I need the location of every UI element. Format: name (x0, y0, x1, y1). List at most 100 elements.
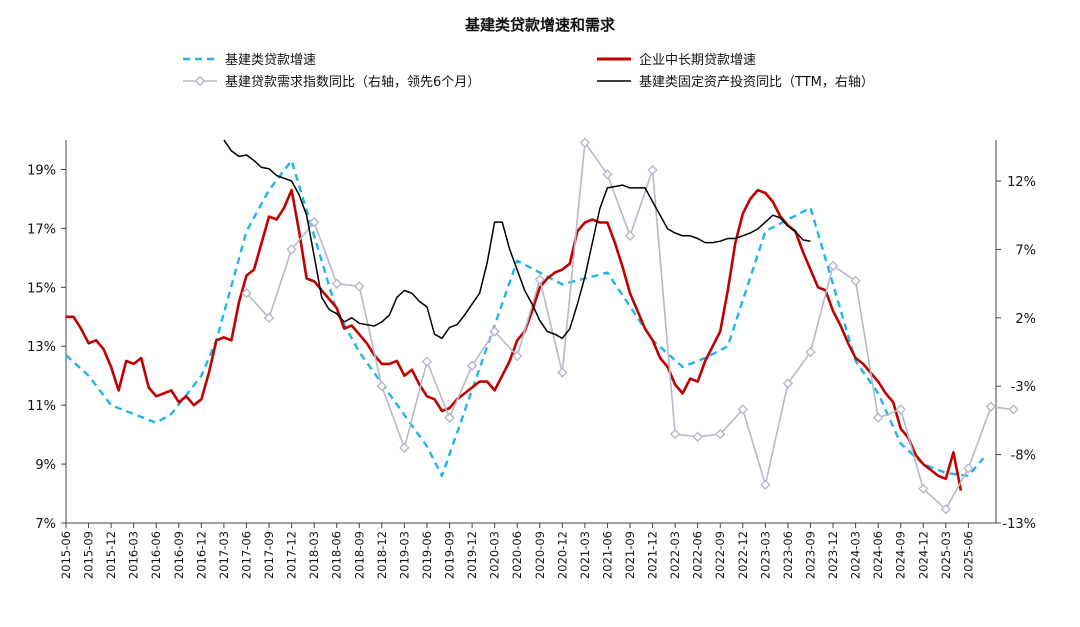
series-point-2 (963, 463, 974, 474)
series-point-2 (872, 412, 884, 423)
left-tick-label: 17% (27, 222, 56, 237)
x-tick-label: 2019-06 (420, 531, 434, 579)
x-tick-label: 2022-03 (668, 531, 682, 579)
x-tick-label: 2015-09 (82, 531, 96, 579)
series-point-2 (1008, 404, 1019, 415)
x-tick-label: 2022-06 (691, 531, 705, 579)
x-tick-label: 2021-12 (646, 531, 660, 579)
series-point-2 (805, 346, 816, 358)
series-point-2 (399, 442, 410, 453)
series-point-2 (263, 312, 275, 324)
series-point-2 (760, 479, 771, 490)
series-point-2 (489, 326, 500, 337)
series-point-2 (669, 428, 681, 440)
series-point-2 (940, 504, 952, 515)
x-tick-label: 2015-12 (104, 531, 118, 579)
x-tick-label: 2023-03 (758, 531, 772, 579)
x-tick-label: 2024-03 (849, 531, 863, 579)
right-tick-label: -8% (1011, 449, 1036, 464)
chart-title: 基建类贷款增速和需求 (464, 16, 615, 34)
series-line-1 (66, 188, 963, 491)
x-tick-label: 2025-03 (939, 531, 953, 579)
x-tick-label: 2016-03 (127, 531, 141, 579)
x-tick-label: 2017-06 (239, 531, 253, 579)
series-point-2 (827, 260, 839, 272)
series-point-2 (557, 367, 568, 378)
series-point-2 (376, 381, 388, 392)
series-point-2 (421, 356, 433, 367)
x-tick-label: 2018-03 (307, 531, 321, 579)
x-tick-label: 2021-03 (578, 531, 592, 579)
legend-label-2: 基建贷款需求指数同比（右轴，领先6个月） (225, 75, 480, 90)
x-tick-label: 2024-12 (916, 531, 930, 579)
x-tick-label: 2018-06 (330, 531, 344, 579)
legend-label-1: 企业中长期贷款增速 (639, 52, 756, 68)
x-tick-label: 2020-12 (555, 531, 569, 579)
series-point-2 (466, 360, 478, 371)
right-tick-label: 2% (1015, 312, 1036, 327)
series-point-2 (512, 350, 523, 362)
x-tick-label: 2021-09 (623, 531, 637, 579)
series-point-2 (308, 216, 320, 228)
series-point-2 (782, 378, 794, 389)
right-tick-label: -13% (1002, 517, 1036, 532)
series-point-2 (918, 483, 929, 494)
x-tick-label: 2019-12 (465, 531, 479, 579)
x-tick-label: 2025-06 (961, 531, 975, 579)
left-tick-label: 15% (27, 281, 56, 296)
x-tick-label: 2020-09 (533, 531, 547, 579)
x-tick-label: 2016-12 (194, 531, 208, 579)
series-point-2 (647, 164, 658, 176)
x-tick-label: 2015-06 (59, 531, 73, 579)
x-tick-label: 2020-06 (510, 531, 524, 579)
left-tick-label: 11% (27, 399, 56, 414)
series-point-2 (331, 278, 342, 289)
x-tick-label: 2023-09 (803, 531, 817, 579)
series-point-2 (579, 137, 591, 148)
series-point-2 (241, 288, 252, 299)
x-tick-label: 2018-12 (375, 531, 389, 579)
x-tick-label: 2017-12 (285, 531, 299, 579)
series-line-0 (65, 159, 985, 478)
x-tick-label: 2016-06 (149, 531, 163, 579)
x-tick-label: 2019-09 (443, 531, 457, 579)
series-point-2 (624, 230, 636, 241)
x-tick-label: 2023-06 (781, 531, 795, 579)
left-tick-label: 7% (35, 517, 56, 532)
x-tick-label: 2017-09 (262, 531, 276, 579)
legend-label-3: 基建类固定资产投资同比（TTM，右轴） (639, 74, 874, 90)
series-point-2 (692, 431, 703, 443)
series-point-2 (602, 169, 613, 180)
series-point-2 (850, 275, 861, 287)
series-point-2 (715, 428, 726, 440)
legend-marker-2 (194, 75, 206, 87)
x-tick-label: 2024-09 (894, 531, 908, 579)
series-point-2 (534, 274, 545, 285)
left-tick-label: 19% (27, 163, 56, 178)
series-point-2 (354, 281, 365, 292)
right-tick-label: -3% (1011, 380, 1036, 395)
series-point-2 (737, 404, 748, 415)
left-tick-label: 9% (35, 458, 56, 473)
series-line-2 (245, 141, 1014, 511)
left-tick-label: 13% (27, 340, 56, 355)
x-tick-label: 2017-03 (217, 531, 231, 579)
series-point-2 (895, 404, 906, 415)
right-tick-label: 12% (1007, 175, 1036, 190)
x-tick-label: 2024-06 (871, 531, 885, 579)
x-tick-label: 2019-03 (397, 531, 411, 579)
series-point-2 (985, 401, 997, 412)
series-point-2 (286, 244, 297, 255)
series-line-3 (223, 139, 811, 340)
x-tick-label: 2018-09 (352, 531, 366, 579)
x-tick-label: 2022-12 (736, 531, 750, 579)
right-tick-label: 7% (1015, 243, 1036, 258)
x-tick-label: 2023-12 (826, 531, 840, 579)
series-point-2 (444, 412, 455, 423)
legend-label-0: 基建类贷款增速 (225, 53, 316, 68)
x-tick-label: 2016-09 (172, 531, 186, 579)
x-tick-label: 2022-09 (713, 531, 727, 579)
x-tick-label: 2021-06 (600, 531, 614, 579)
